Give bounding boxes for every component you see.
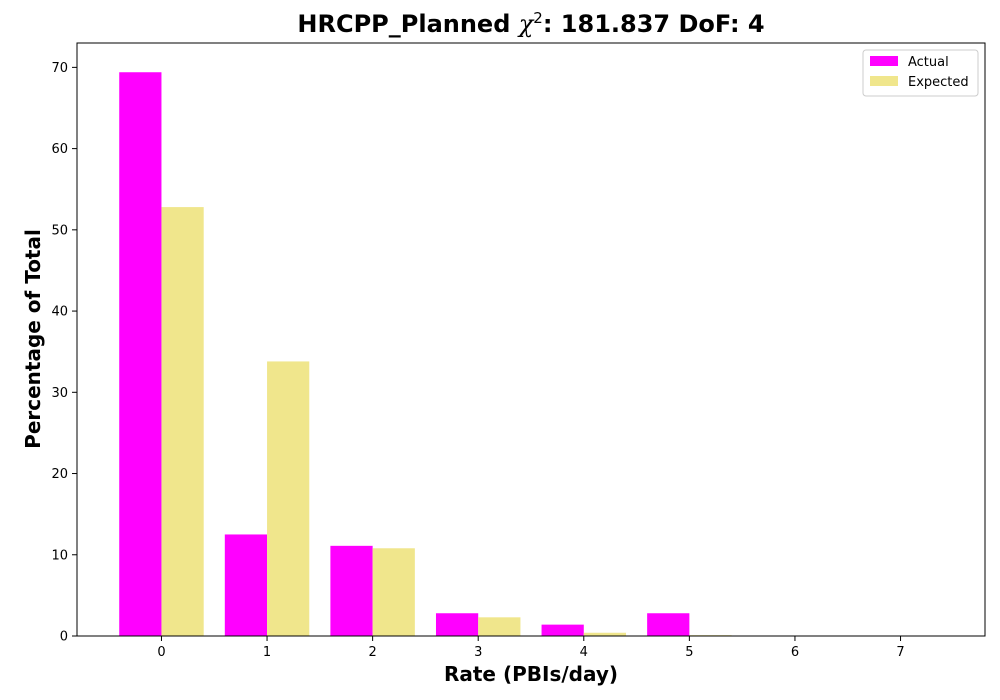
x-tick-label: 2 [368, 645, 376, 660]
legend: Actual Expected [862, 49, 979, 97]
y-tick-label: 60 [51, 142, 68, 157]
bar-expected-0 [161, 207, 204, 636]
bar-expected-4 [583, 632, 627, 636]
bar-expected-3 [478, 617, 521, 636]
bar-actual-4 [541, 624, 584, 636]
bar-actual-1 [224, 534, 268, 636]
y-tick-label: 20 [51, 467, 68, 482]
bar-actual-0 [119, 72, 162, 637]
x-tick-label: 3 [474, 645, 482, 660]
x-tick-label: 6 [791, 645, 799, 660]
y-tick-label: 30 [51, 386, 68, 401]
legend-label-expected: Expected [908, 75, 969, 90]
plot-frame [76, 42, 986, 637]
bar-actual-2 [330, 545, 373, 636]
x-tick-label: 0 [157, 645, 165, 660]
bar-actual-3 [435, 613, 479, 636]
x-tick-label: 1 [263, 645, 271, 660]
legend-swatch-expected [870, 76, 898, 86]
y-axis-label: Percentage of Total [21, 229, 45, 449]
x-axis-ticks: 0 1 2 3 4 5 6 7 [157, 636, 905, 660]
legend-swatch-actual [870, 56, 898, 66]
y-tick-label: 50 [51, 223, 68, 238]
y-axis-ticks: 0 10 20 30 40 50 60 70 [51, 61, 77, 645]
bar-actual-5 [647, 613, 690, 636]
bar-expected-1 [267, 361, 310, 636]
x-axis-label: Rate (PBIs/day) [444, 662, 618, 686]
y-tick-label: 70 [51, 61, 68, 76]
chart-title: HRCPP_Planned χ2: 181.837 DoF: 4 [297, 9, 764, 38]
y-tick-label: 40 [51, 305, 68, 320]
bars [119, 72, 732, 637]
x-tick-label: 4 [580, 645, 588, 660]
bar-expected-2 [372, 548, 415, 636]
y-tick-label: 10 [51, 548, 68, 563]
y-tick-label: 0 [60, 630, 68, 645]
x-tick-label: 5 [685, 645, 693, 660]
x-tick-label: 7 [896, 645, 904, 660]
legend-label-actual: Actual [908, 55, 949, 70]
